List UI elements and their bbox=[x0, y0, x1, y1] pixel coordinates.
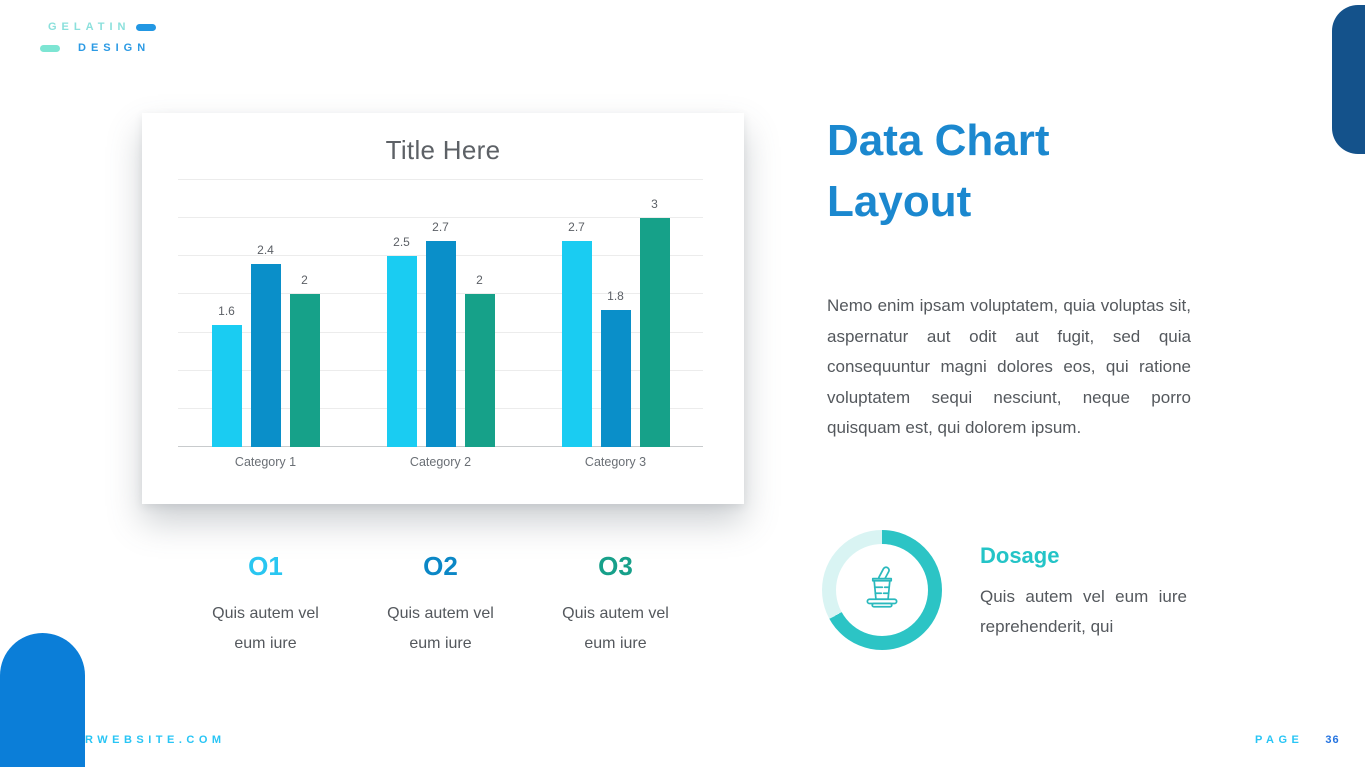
bar-value-label: 1.8 bbox=[607, 288, 624, 303]
dosage-block: Dosage Quis autem vel eum iure reprehend… bbox=[980, 543, 1187, 642]
footer-website: RWEBSITE.COM bbox=[85, 734, 226, 746]
objective-item-2: O2 Quis autem vel eum iure bbox=[353, 551, 528, 659]
top-right-decor-shape bbox=[1332, 5, 1365, 154]
chart-plot-area: 1.6 2.4 2 2.5 2.7 2 2.7 1.8 3 bbox=[178, 179, 703, 447]
category-label: Category 1 bbox=[234, 455, 297, 469]
dosage-title: Dosage bbox=[980, 543, 1060, 568]
dosage-text: Quis autem vel eum iure reprehenderit, q… bbox=[980, 587, 1187, 636]
body-paragraph: Nemo enim ipsam voluptatem, quia volupta… bbox=[827, 296, 1191, 438]
bar-value-label: 2 bbox=[301, 273, 308, 288]
logo-text-gelatin: GELATIN bbox=[48, 21, 131, 33]
page-title-line-1: Data Chart bbox=[827, 116, 1050, 165]
logo: GELATIN DESIGN bbox=[40, 21, 157, 54]
objective-label: O2 bbox=[423, 551, 458, 581]
objective-label: O1 bbox=[248, 551, 283, 581]
chart-card: Title Here 1.6 2.4 2 2.5 2.7 2 2.7 1.8 3 Categor… bbox=[142, 113, 744, 504]
objective-text: Quis autem vel eum iure bbox=[562, 605, 669, 652]
logo-text-design: DESIGN bbox=[78, 42, 151, 54]
bar-value-label: 2 bbox=[476, 273, 483, 288]
logo-line-1: GELATIN bbox=[40, 21, 157, 33]
chart-title: Title Here bbox=[385, 135, 501, 165]
chart-x-labels: Category 1 Category 2 Category 3 bbox=[178, 455, 703, 469]
gridline bbox=[178, 179, 703, 180]
bar-value-label: 2.7 bbox=[432, 220, 449, 235]
objective-label: O3 bbox=[598, 551, 633, 581]
footer-page: PAGE 36 bbox=[1255, 734, 1340, 746]
objective-item-1: O1 Quis autem vel eum iure bbox=[178, 551, 353, 659]
bar-series-1: 1.6 bbox=[211, 304, 242, 447]
bar-series-2: 2.7 bbox=[425, 220, 456, 447]
bar-value-label: 2.7 bbox=[568, 220, 585, 235]
bar-series-1: 2.5 bbox=[386, 235, 417, 447]
objective-item-3: O3 Quis autem vel eum iure bbox=[528, 551, 703, 659]
bar-group: 2.5 2.7 2 bbox=[353, 180, 528, 447]
page-title-line-2: Layout bbox=[827, 177, 972, 226]
bar-value-label: 1.6 bbox=[218, 303, 235, 318]
bar-series-1: 2.7 bbox=[561, 220, 592, 447]
mortar-pestle-icon bbox=[866, 566, 898, 608]
bar-value-label: 2.5 bbox=[393, 235, 410, 250]
bar-group: 2.7 1.8 3 bbox=[528, 180, 703, 447]
bar-series-3: 2 bbox=[464, 273, 495, 447]
bar-series-2: 2.4 bbox=[250, 243, 281, 447]
bar-series-3: 2 bbox=[289, 273, 320, 447]
logo-dash-icon bbox=[136, 23, 157, 31]
bar-group: 1.6 2.4 2 bbox=[178, 180, 353, 447]
gridline bbox=[178, 217, 703, 219]
bar-series-3: 3 bbox=[639, 197, 670, 447]
donut-hole bbox=[836, 544, 928, 636]
objectives-row: O1 Quis autem vel eum iure O2 Quis autem… bbox=[178, 551, 703, 659]
bar-value-label: 3 bbox=[651, 197, 658, 212]
category-label: Category 3 bbox=[584, 455, 647, 469]
footer-page-number: 36 bbox=[1325, 734, 1340, 746]
bar-value-label: 2.4 bbox=[257, 242, 274, 257]
objective-text: Quis autem vel eum iure bbox=[212, 605, 319, 652]
donut-chart bbox=[822, 530, 942, 650]
category-label: Category 2 bbox=[409, 455, 472, 469]
logo-line-2: DESIGN bbox=[40, 42, 156, 54]
logo-dash-icon bbox=[40, 44, 60, 52]
page-title: Data Chart Layout bbox=[827, 110, 1050, 232]
bottom-left-decor-shape bbox=[0, 633, 85, 767]
objective-text: Quis autem vel eum iure bbox=[387, 605, 494, 652]
bar-groups: 1.6 2.4 2 2.5 2.7 2 2.7 1.8 3 bbox=[178, 180, 703, 447]
footer-page-label: PAGE bbox=[1255, 734, 1304, 746]
bar-series-2: 1.8 bbox=[600, 289, 631, 447]
